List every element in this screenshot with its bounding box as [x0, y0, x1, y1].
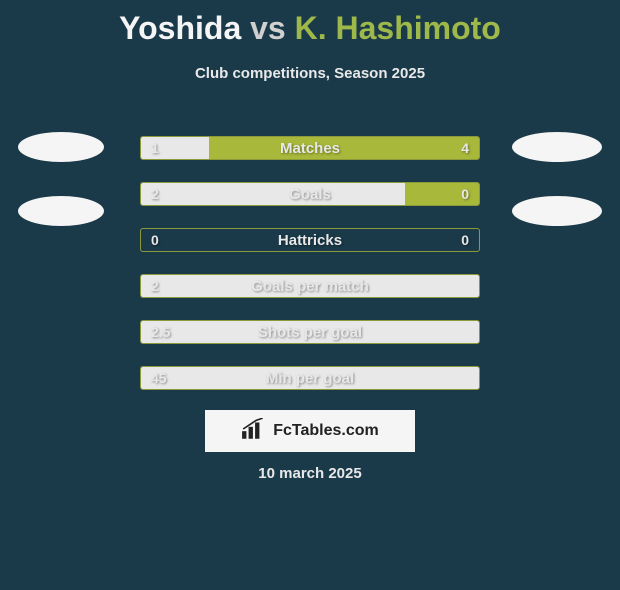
- stat-row: Matches14: [140, 136, 480, 160]
- bar-left: [141, 183, 405, 205]
- date-text: 10 march 2025: [0, 465, 620, 482]
- left-logos: [18, 132, 104, 226]
- brand-text: FcTables.com: [273, 422, 379, 440]
- right-logos: [512, 132, 602, 226]
- bar-left: [141, 137, 209, 159]
- stat-value-left: 0: [151, 229, 159, 251]
- stat-row: Min per goal45: [140, 366, 480, 390]
- player2-name: K. Hashimoto: [295, 10, 501, 46]
- page-title: Yoshida vs K. Hashimoto: [0, 10, 620, 47]
- player1-name: Yoshida: [119, 10, 241, 46]
- subtitle: Club competitions, Season 2025: [0, 65, 620, 82]
- vs-text: vs: [250, 10, 286, 46]
- bar-right: [405, 183, 479, 205]
- comparison-chart: Matches14 Goals20 Hattricks0 0 Goals per mat…: [140, 136, 480, 390]
- team-logo-right-2: [512, 196, 602, 226]
- chart-icon: [241, 418, 267, 445]
- brand-badge: FcTables.com: [205, 410, 415, 452]
- bar-right: [209, 137, 479, 159]
- bar-left: [141, 275, 479, 297]
- team-logo-left-2: [18, 196, 104, 226]
- stat-row: Goals per match2: [140, 274, 480, 298]
- team-logo-left-1: [18, 132, 104, 162]
- stat-row: Goals20: [140, 182, 480, 206]
- team-logo-right-1: [512, 132, 602, 162]
- bar-left: [141, 367, 479, 389]
- stat-row: Shots per goal2.5: [140, 320, 480, 344]
- stat-value-right: 0: [461, 229, 469, 251]
- stat-label: Hattricks: [141, 229, 479, 251]
- stat-row: Hattricks0 0: [140, 228, 480, 252]
- bar-left: [141, 321, 479, 343]
